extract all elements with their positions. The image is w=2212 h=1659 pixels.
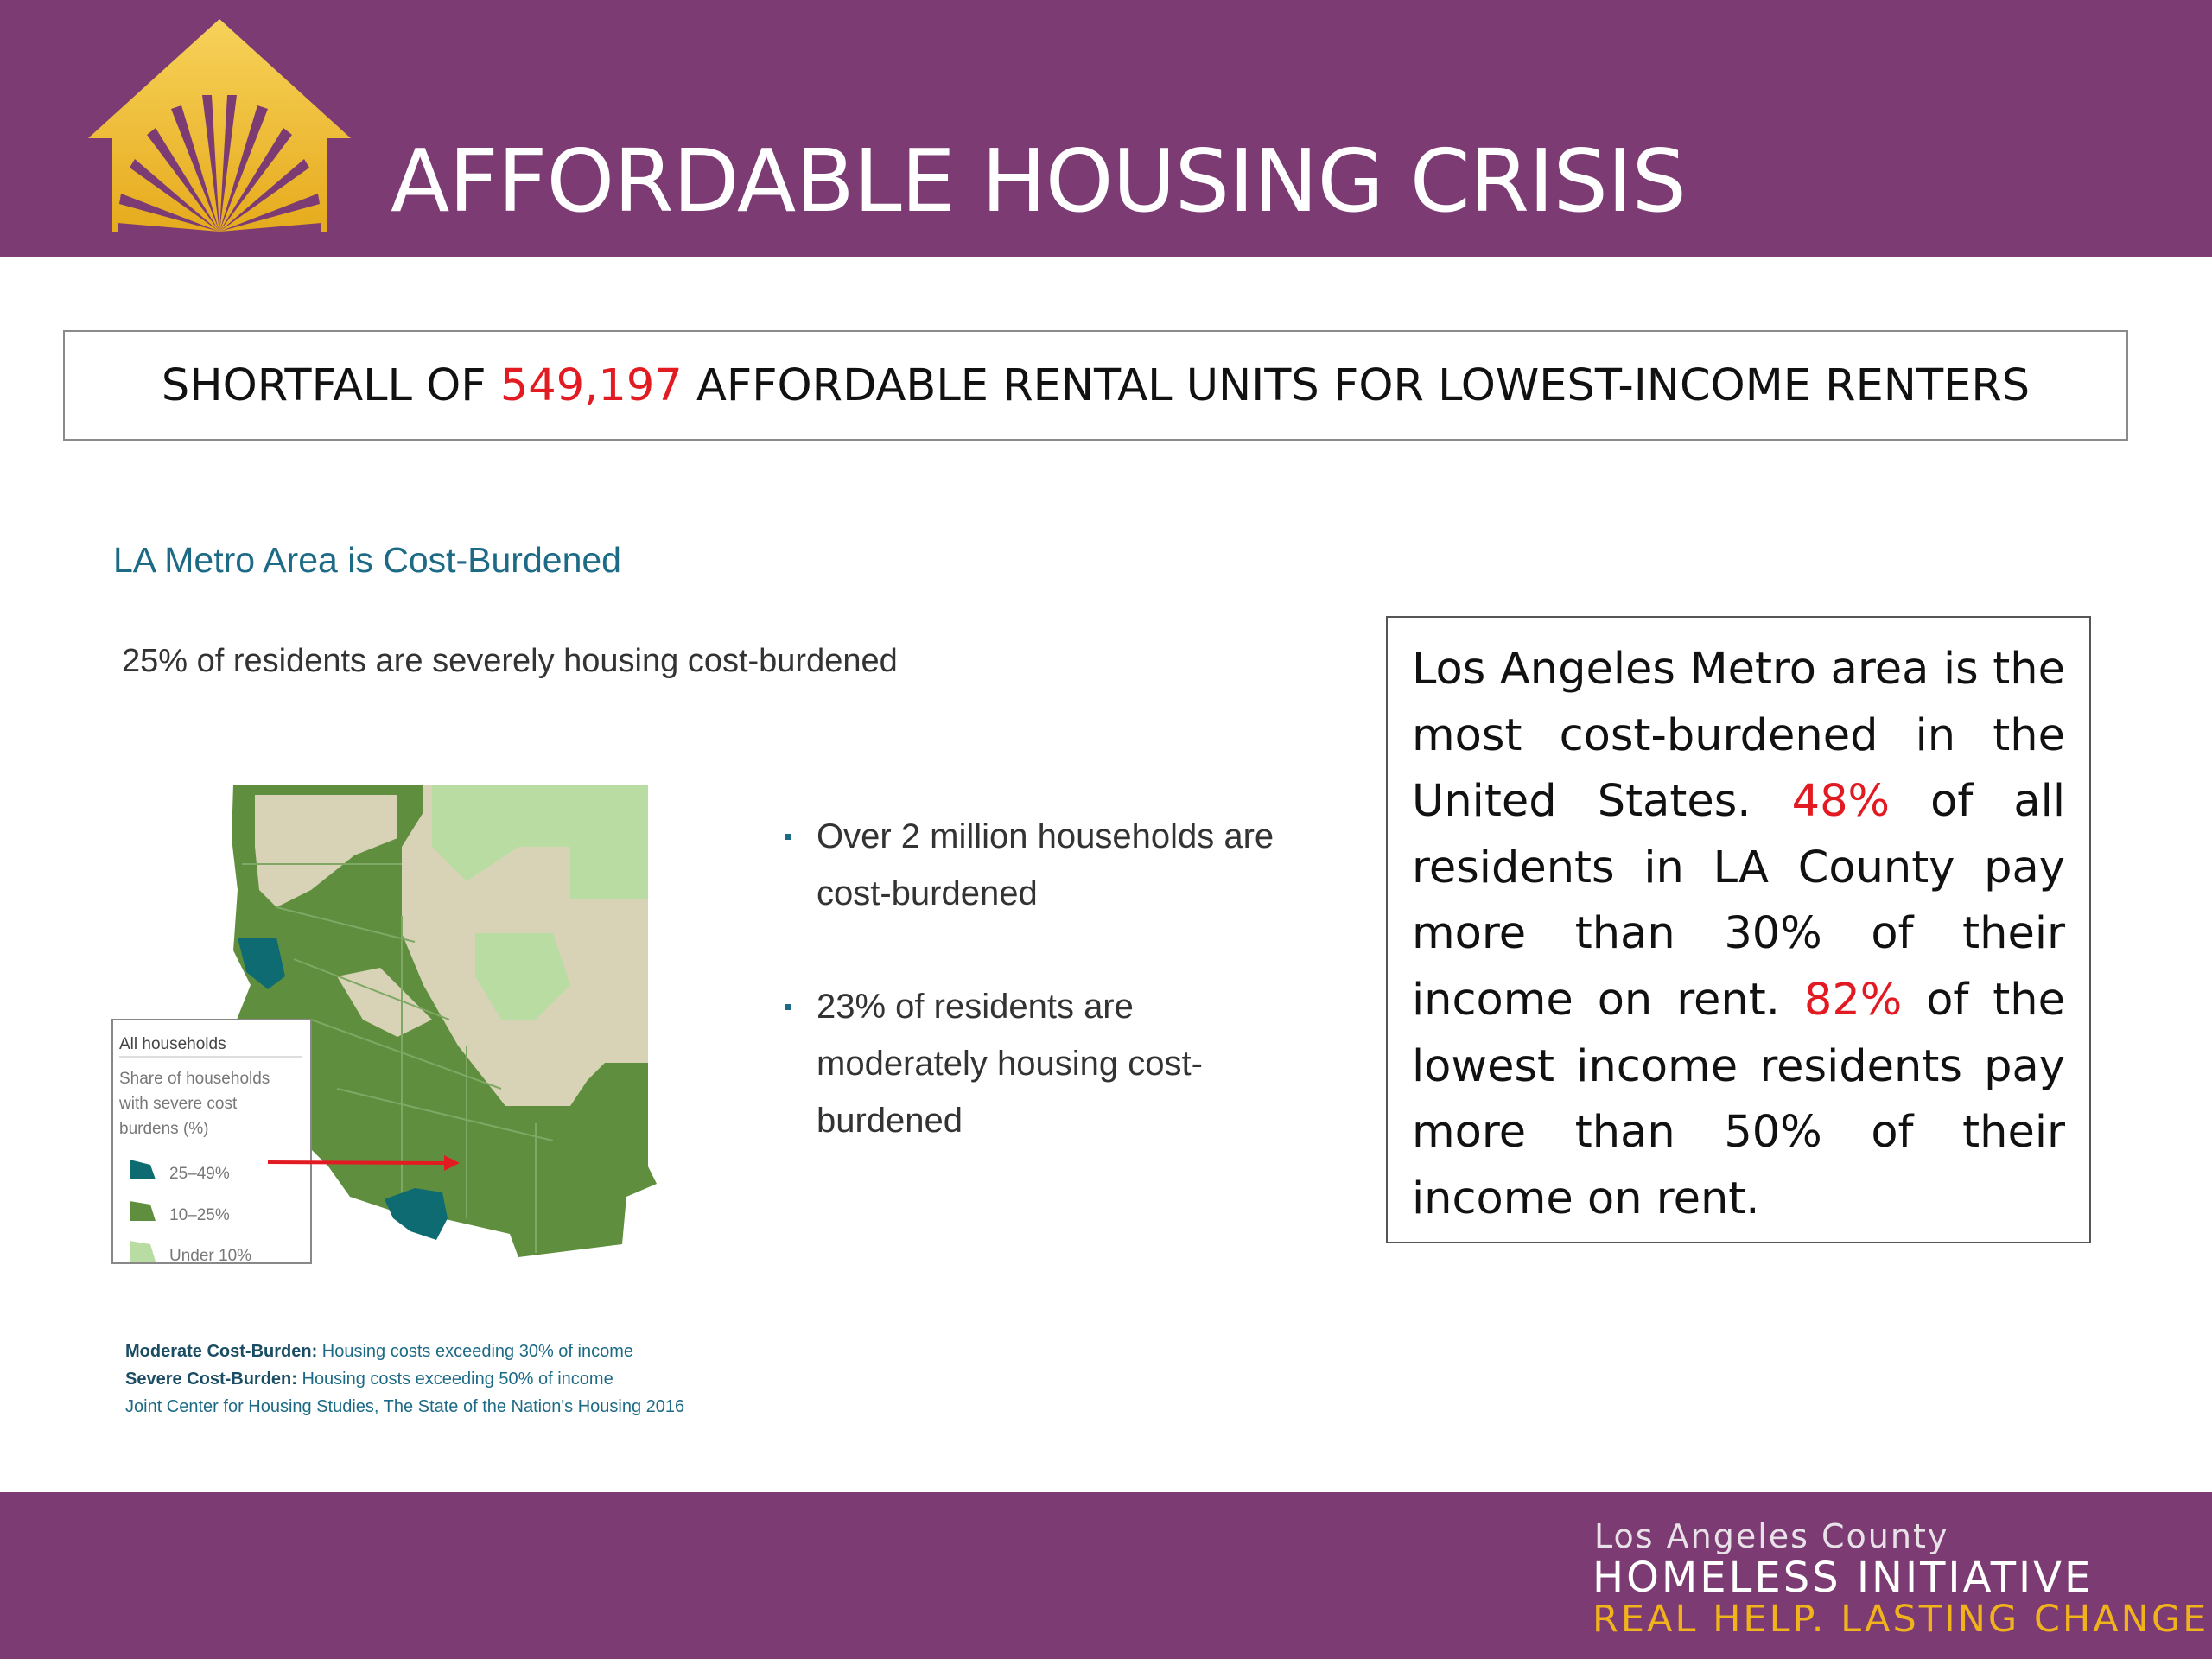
page-title: AFFORDABLE HOUSING CRISIS bbox=[391, 130, 1687, 232]
panel-title: LA Metro Area is Cost-Burdened bbox=[113, 540, 621, 580]
legend-caption-3: burdens (%) bbox=[119, 1120, 209, 1138]
header-bar: AFFORDABLE HOUSING CRISIS bbox=[0, 0, 2212, 257]
org-tagline: REAL HELP. LASTING CHANGE. bbox=[1592, 1598, 2212, 1641]
legend-swatch-moderate bbox=[130, 1201, 156, 1221]
shortfall-prefix: SHORTFALL OF bbox=[161, 359, 500, 411]
shortfall-number: 549,197 bbox=[499, 359, 683, 411]
map-region-bay-area bbox=[238, 938, 285, 989]
footnote-severe-label: Severe Cost-Burden: bbox=[125, 1370, 297, 1389]
pointer-arrow-line bbox=[267, 1160, 450, 1165]
map-region-norcal-tan bbox=[255, 795, 397, 907]
footnote-moderate: Moderate Cost-Burden: Housing costs exce… bbox=[125, 1338, 684, 1365]
info-text-2: of all residents in LA County pay more t… bbox=[1412, 776, 2065, 1026]
legend-label-severe: 25–49% bbox=[169, 1165, 230, 1183]
legend-caption-1: Share of households bbox=[119, 1070, 270, 1088]
legend-swatch-low bbox=[130, 1241, 156, 1262]
map-region-light-2 bbox=[475, 933, 570, 1020]
bullet-item: 23% of residents are moderately housing … bbox=[782, 978, 1283, 1149]
legend-title: All households bbox=[119, 1035, 226, 1053]
org-name-line2: HOMELESS INITIATIVE bbox=[1592, 1554, 2094, 1602]
panel-subtitle: 25% of residents are severely housing co… bbox=[122, 643, 898, 679]
info-box: Los Angeles Metro area is the most cost-… bbox=[1386, 616, 2091, 1243]
footnote-severe-text: Housing costs exceeding 50% of income bbox=[296, 1370, 613, 1389]
pointer-arrow-head bbox=[444, 1155, 460, 1171]
house-sunburst-logo bbox=[88, 19, 351, 242]
shortfall-suffix: AFFORDABLE RENTAL UNITS FOR LOWEST-INCOM… bbox=[682, 359, 2031, 411]
map-region-la-metro bbox=[385, 1188, 448, 1240]
info-stat-82: 82% bbox=[1803, 974, 1903, 1026]
info-text-1: Los Angeles Metro area is the most cost-… bbox=[1412, 644, 2065, 828]
footnote-severe: Severe Cost-Burden: Housing costs exceed… bbox=[125, 1365, 684, 1393]
footnote-moderate-label: Moderate Cost-Burden: bbox=[125, 1342, 318, 1361]
bullet-item: Over 2 million households are cost-burde… bbox=[782, 808, 1283, 922]
org-name-line1: Los Angeles County bbox=[1594, 1517, 1949, 1555]
legend-swatch-severe bbox=[130, 1160, 156, 1179]
footnote-source: Joint Center for Housing Studies, The St… bbox=[125, 1397, 685, 1416]
legend-label-moderate: 10–25% bbox=[169, 1206, 230, 1224]
map-region-light-1 bbox=[432, 785, 648, 899]
california-nevada-map: All households Share of households with … bbox=[111, 785, 657, 1265]
shortfall-banner: SHORTFALL OF 549,197 AFFORDABLE RENTAL U… bbox=[63, 330, 2128, 441]
footer-bar bbox=[0, 1492, 2212, 1659]
info-text-3: of the lowest income residents pay more … bbox=[1412, 974, 2065, 1224]
map-legend-box bbox=[111, 1019, 312, 1264]
footnotes: Moderate Cost-Burden: Housing costs exce… bbox=[125, 1338, 684, 1421]
bullet-list: Over 2 million households are cost-burde… bbox=[782, 808, 1283, 1205]
legend-label-low: Under 10% bbox=[169, 1247, 251, 1265]
legend-caption-2: with severe cost bbox=[118, 1095, 238, 1113]
footnote-moderate-text: Housing costs exceeding 30% of income bbox=[317, 1342, 633, 1361]
info-stat-48: 48% bbox=[1791, 776, 1890, 828]
